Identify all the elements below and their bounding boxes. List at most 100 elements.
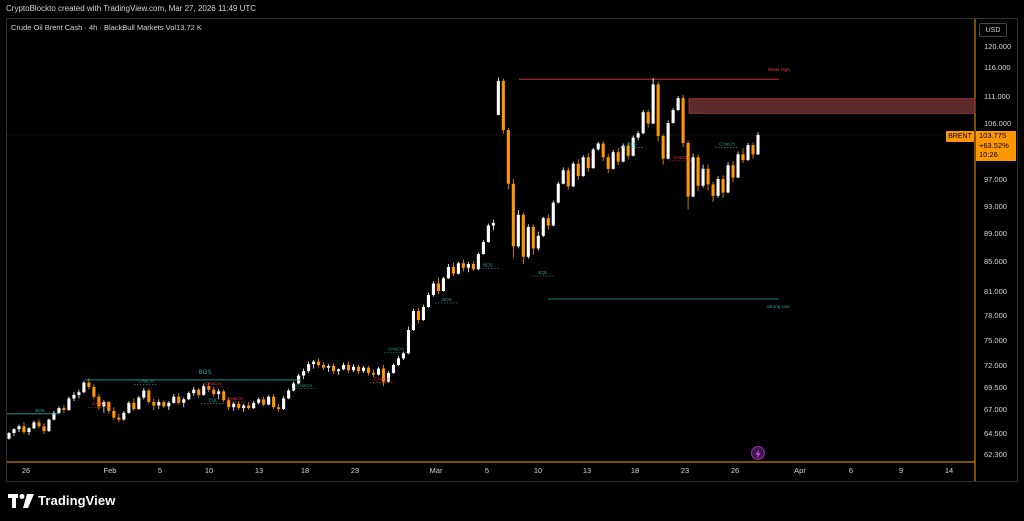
candle-body — [257, 399, 261, 403]
price-tag-countdown: 10:26 — [979, 150, 998, 159]
candle-body — [332, 365, 336, 372]
candle-body — [82, 382, 86, 393]
y-tick-label: 69.500 — [984, 383, 1007, 392]
candle-body — [431, 283, 435, 295]
candle-body — [252, 402, 256, 409]
candle-body — [536, 235, 540, 249]
y-tick-label: 89.000 — [984, 229, 1007, 238]
x-tick-label: 9 — [899, 466, 903, 475]
candle-body — [112, 410, 116, 418]
candle-body — [481, 242, 485, 254]
candle-body — [57, 408, 61, 413]
candle-body — [436, 283, 440, 291]
candle-body — [586, 157, 590, 169]
candle-body — [476, 254, 480, 270]
candle-body — [681, 98, 685, 143]
lightning-icon[interactable] — [751, 446, 765, 460]
candle-body — [97, 396, 101, 407]
x-tick-label: 26 — [22, 466, 30, 475]
candle-body — [746, 145, 750, 161]
annotation-label: CHoCH — [296, 383, 312, 388]
candle-body — [267, 396, 271, 405]
strong-low-label: Strong Low — [767, 304, 791, 309]
candle-body — [322, 365, 326, 368]
annotation-label: CHoCH — [92, 401, 108, 406]
candle-body — [212, 389, 216, 395]
candle-body — [706, 168, 710, 185]
candle-body — [716, 179, 720, 196]
candle-body — [591, 149, 595, 169]
x-tick-label: 10 — [205, 466, 213, 475]
y-tick-label: 106.000 — [984, 119, 1011, 128]
annotation-label: EQL — [538, 270, 548, 275]
candle-body — [52, 412, 56, 420]
candle-body — [327, 365, 331, 368]
tradingview-logo-icon — [8, 493, 34, 508]
tradingview-logo[interactable]: TradingView — [8, 493, 115, 508]
candle-body — [721, 179, 725, 193]
candle-body — [132, 402, 136, 409]
candle-body — [391, 365, 396, 373]
candle-body — [307, 364, 311, 372]
candle-body — [671, 110, 675, 123]
footer — [0, 482, 1024, 521]
candle-body — [102, 401, 106, 407]
candle-body — [611, 152, 615, 169]
candle-body — [601, 143, 605, 158]
candle-body — [187, 393, 191, 400]
candle-body — [262, 399, 266, 405]
candle-body — [531, 226, 535, 249]
annotation-label: CHoCH — [719, 141, 735, 146]
candle-body — [401, 353, 406, 359]
candle-body — [142, 390, 146, 398]
annotation-label: BOS — [199, 370, 212, 376]
annotation-label: CHoCH — [205, 381, 221, 386]
candle-body — [551, 202, 555, 226]
candle-body — [676, 98, 680, 111]
y-tick-label: 62.300 — [984, 450, 1007, 459]
y-tick-label: 81.000 — [984, 287, 1007, 296]
candle-body — [182, 399, 186, 403]
candle-body — [227, 400, 231, 408]
candle-body — [541, 218, 545, 236]
candle-body — [496, 80, 500, 115]
candle-body — [636, 133, 640, 138]
candle-body — [47, 419, 51, 432]
y-tick-label: 78.000 — [984, 311, 1007, 320]
candle-body — [351, 366, 356, 371]
symbol-legend[interactable]: Crude Oil Brent Cash · 4h · BlackBull Ma… — [11, 23, 202, 32]
currency-button[interactable]: USD — [979, 23, 1007, 37]
candle-body — [277, 407, 281, 409]
candle-body — [441, 278, 445, 291]
candle-body — [376, 368, 381, 375]
x-tick-label: 26 — [731, 466, 739, 475]
candle-body — [526, 226, 530, 257]
y-tick-label: 120.000 — [984, 42, 1011, 51]
candle-body — [157, 401, 161, 406]
candle-body — [751, 145, 755, 155]
candle-body — [167, 402, 171, 407]
candle-body — [491, 222, 495, 226]
candle-body — [456, 263, 460, 274]
candle-body — [651, 84, 655, 124]
supply-zone — [688, 98, 976, 114]
candle-body — [501, 80, 505, 131]
y-tick-label: 111.000 — [984, 92, 1010, 101]
candle-body — [42, 426, 46, 432]
y-tick-label: 85.000 — [984, 257, 1007, 266]
candle-body — [217, 391, 221, 395]
candle-body — [386, 372, 391, 382]
candle-body — [92, 387, 96, 397]
candle-body — [32, 422, 36, 429]
x-tick-label: 6 — [849, 466, 853, 475]
candle-body — [192, 389, 196, 394]
candle-body — [342, 365, 346, 370]
x-tick-label: 5 — [158, 466, 162, 475]
candle-body — [122, 412, 126, 420]
candle-body — [486, 225, 490, 243]
y-tick-label: 116.000 — [984, 63, 1011, 72]
candle-body — [616, 152, 620, 162]
candle-body — [162, 401, 166, 407]
candle-body — [521, 214, 525, 257]
